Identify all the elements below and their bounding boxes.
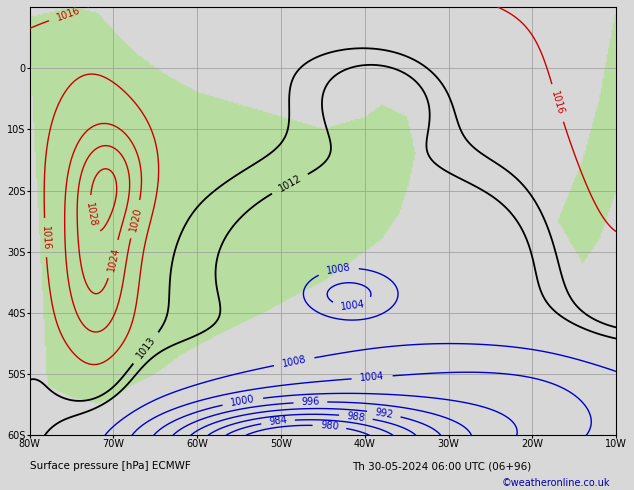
Text: ©weatheronline.co.uk: ©weatheronline.co.uk xyxy=(501,478,611,488)
Text: 996: 996 xyxy=(301,397,320,408)
Text: 1013: 1013 xyxy=(134,335,157,361)
Text: 1016: 1016 xyxy=(40,225,51,250)
Text: 1012: 1012 xyxy=(276,173,303,194)
Text: 1024: 1024 xyxy=(106,246,121,272)
Text: 1004: 1004 xyxy=(340,299,366,312)
Text: 1008: 1008 xyxy=(325,263,351,276)
Text: 1016: 1016 xyxy=(549,90,566,116)
Text: 1000: 1000 xyxy=(230,394,256,408)
Text: 984: 984 xyxy=(268,416,288,427)
Text: Th 30-05-2024 06:00 UTC (06+96): Th 30-05-2024 06:00 UTC (06+96) xyxy=(353,461,531,471)
Text: 1004: 1004 xyxy=(359,371,385,383)
Text: 980: 980 xyxy=(320,420,339,432)
Text: 1020: 1020 xyxy=(128,206,143,232)
Text: 1016: 1016 xyxy=(55,5,82,23)
Text: 1028: 1028 xyxy=(84,202,98,228)
Text: Surface pressure [hPa] ECMWF: Surface pressure [hPa] ECMWF xyxy=(30,461,190,471)
Text: 988: 988 xyxy=(346,411,366,423)
Text: 1008: 1008 xyxy=(281,354,307,369)
Text: 992: 992 xyxy=(374,407,394,420)
